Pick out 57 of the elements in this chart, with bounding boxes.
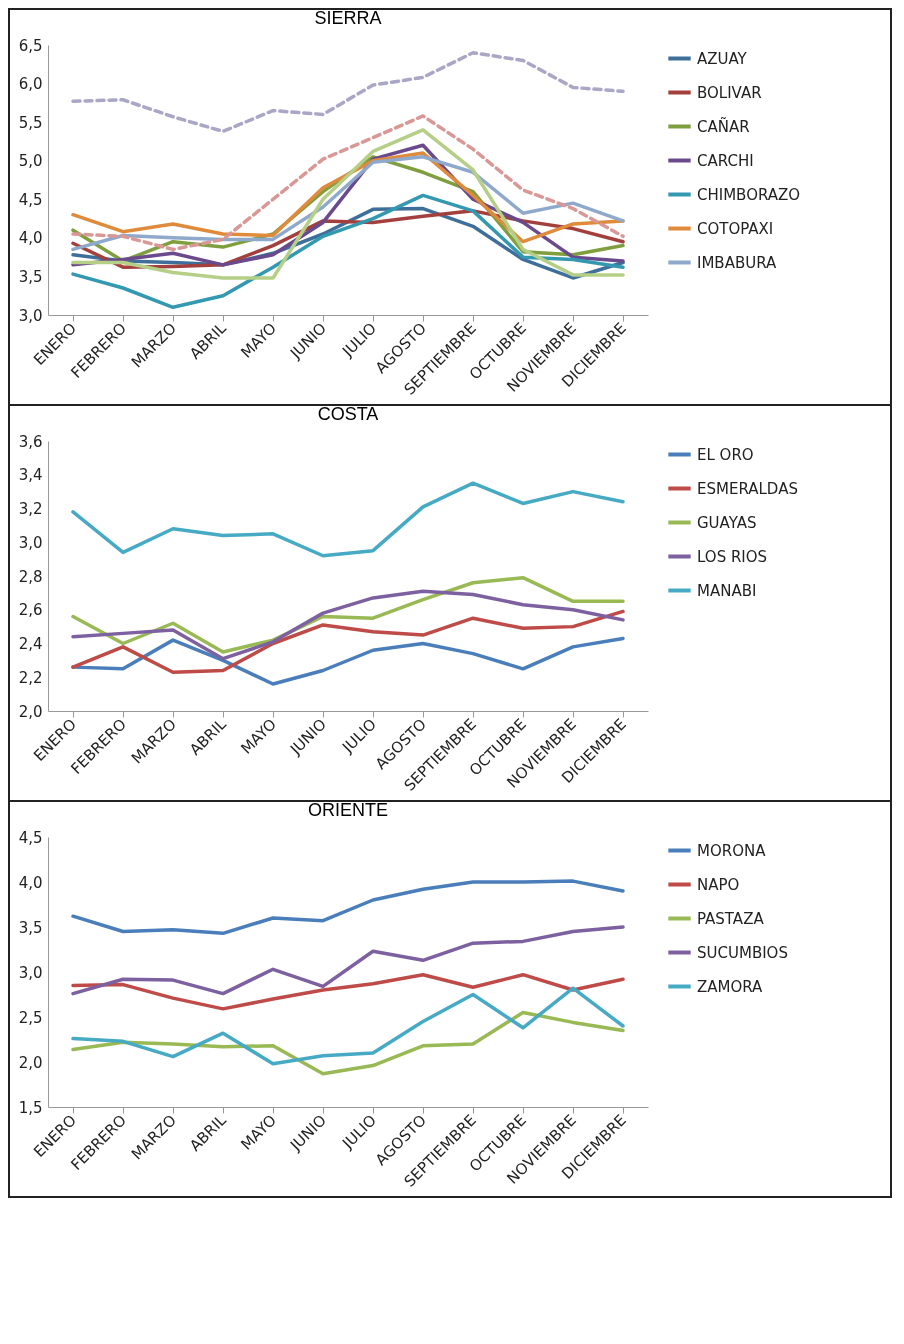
y-tick-label: 3,4 <box>18 466 43 485</box>
line-series <box>71 925 625 996</box>
chart-title: SIERRA <box>314 8 382 28</box>
legend-label: EL ORO <box>697 445 754 464</box>
legend-label: CAÑAR <box>697 116 750 136</box>
y-tick-label: 2,5 <box>18 1008 43 1027</box>
y-tick-label: 2,6 <box>18 601 43 620</box>
chart-title: COSTA <box>317 404 379 424</box>
y-tick-label: 5,5 <box>18 113 43 132</box>
legend-label: GUAYAS <box>697 513 757 532</box>
legend-label: PASTAZA <box>697 909 765 928</box>
y-tick-label: 2,0 <box>18 702 43 721</box>
y-tick-label: 3,0 <box>18 963 43 982</box>
legend-label: BOLIVAR <box>697 83 762 102</box>
line-series <box>71 636 625 686</box>
line-series <box>71 481 625 558</box>
y-tick-label: 1,5 <box>18 1098 43 1117</box>
legend-label: NAPO <box>697 875 740 894</box>
y-tick-label: 3,0 <box>18 306 43 325</box>
legend-label: AZUAY <box>697 49 748 68</box>
y-tick-label: 4,0 <box>18 873 43 892</box>
line-series <box>71 193 625 310</box>
line-series <box>71 1010 625 1076</box>
legend-label: CHIMBORAZO <box>697 185 801 204</box>
y-tick-label: 2,4 <box>18 635 43 653</box>
line-series <box>71 609 625 674</box>
y-tick-label: 2,2 <box>18 668 43 687</box>
y-tick-label: 3,2 <box>18 500 43 518</box>
legend-label: MORONA <box>697 841 767 860</box>
chart-title: ORIENTE <box>307 800 389 820</box>
y-tick-label: 4,0 <box>18 229 43 248</box>
line-series <box>71 114 625 252</box>
y-tick-label: 2,8 <box>18 567 43 586</box>
legend-label: COTOPAXI <box>697 219 774 238</box>
y-tick-label: 3,0 <box>18 533 43 552</box>
legend-label: IMBABURA <box>697 253 777 272</box>
legend-label: ZAMORA <box>697 977 764 996</box>
y-tick-label: 3,5 <box>18 267 43 286</box>
line-series <box>71 879 625 936</box>
legend-label: CARCHI <box>697 151 754 170</box>
y-tick-label: 3,5 <box>18 918 43 937</box>
line-series <box>71 972 625 1011</box>
y-tick-label: 5,0 <box>18 152 43 171</box>
line-series <box>71 589 625 661</box>
line-series <box>71 50 625 134</box>
legend-label: MANABI <box>697 581 757 600</box>
y-tick-label: 2,0 <box>18 1053 43 1072</box>
legend-label: SUCUMBIOS <box>697 943 788 962</box>
y-tick-label: 6,5 <box>18 36 43 55</box>
y-tick-label: 4,5 <box>18 190 43 209</box>
legend-label: ESMERALDAS <box>697 479 798 498</box>
legend-label: LOS RIOS <box>697 547 768 566</box>
line-series <box>71 128 625 280</box>
y-tick-label: 6,0 <box>18 75 43 94</box>
line-series <box>71 986 625 1066</box>
y-tick-label: 3,6 <box>18 432 43 451</box>
y-tick-label: 4,5 <box>18 828 43 847</box>
